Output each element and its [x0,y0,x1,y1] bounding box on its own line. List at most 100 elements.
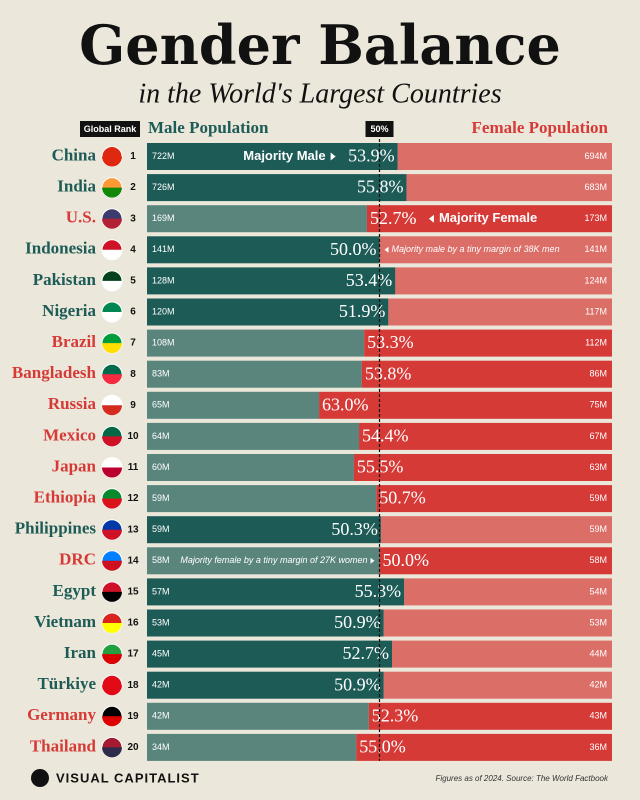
female-bar [388,298,612,326]
annotation-arrow [428,214,434,223]
male-pop-label: 120M [152,306,175,316]
flag-part [102,156,122,167]
country-label: China [52,145,97,164]
female-pop-label: 43M [589,711,607,721]
legend-female: Female Population [472,118,609,137]
male-pop-label: 53M [152,617,170,627]
country-label: Ethiopia [34,488,97,507]
flag-part [102,560,122,571]
share-label: 53.9% [348,146,395,166]
rank: 14 [127,555,139,566]
female-bar [368,702,612,730]
annotation: Majority female by a tiny margin of 27K … [180,555,367,565]
annotation-arrow [330,152,336,161]
rank: 20 [127,742,139,753]
flag-part [102,716,122,727]
male-pop-label: 64M [152,431,170,441]
rank: 11 [128,462,139,473]
male-bar [147,236,380,264]
source: Figures as of 2024. Source: The World Fa… [435,774,609,783]
flag-part [102,280,122,291]
rank: 15 [127,587,139,598]
share-label: 50.9% [334,612,381,632]
share-label: 50.9% [334,674,381,694]
female-bar [397,143,612,170]
rank: 16 [127,618,139,629]
share-label: 63.0% [322,394,369,414]
rank: 8 [130,369,136,380]
flag-part [102,467,122,478]
country-label: Germany [27,705,96,724]
male-bar [147,516,381,544]
share-label: 55.3% [355,581,402,601]
female-bar [366,205,612,233]
female-bar [359,422,612,450]
country-label: Iran [64,643,97,662]
rank: 18 [127,680,139,691]
country-label: India [57,177,96,196]
female-pop-label: 75M [589,400,607,410]
rank: 10 [127,431,139,442]
male-pop-label: 59M [152,524,170,534]
rank: 12 [127,493,139,504]
male-pop-label: 141M [152,244,175,254]
male-pop-label: 169M [152,213,175,223]
chart-title: Gender Balance [79,13,561,77]
male-pop-label: 722M [152,151,175,161]
legend-male: Male Population [148,118,269,137]
flag-part [102,343,122,354]
male-bar [147,454,354,481]
country-label: DRC [59,550,96,569]
country-label: Brazil [52,332,97,351]
female-pop-label: 59M [589,524,607,534]
female-pop-label: 112M [585,337,607,347]
flag-part [102,747,122,758]
country-label: Thailand [30,736,97,755]
male-bar [147,733,357,761]
female-bar [376,485,612,513]
male-bar [147,143,398,170]
rank: 19 [127,711,139,722]
female-pop-label: 117M [585,306,607,316]
male-bar [147,578,405,606]
male-pop-label: 58M [152,555,170,565]
female-pop-label: 124M [584,275,607,285]
share-label: 50.7% [379,488,426,508]
male-pop-label: 42M [152,711,170,721]
share-label: 53.4% [346,270,393,290]
share-label: 52.7% [343,643,390,663]
flag-part [102,529,122,540]
share-label: 51.9% [339,301,386,321]
brand-logo: VISUAL CAPITALIST [31,769,199,787]
country-label: Vietnam [34,612,96,631]
male-pop-label: 65M [152,400,170,410]
female-bar [356,733,612,761]
share-label: 53.3% [367,332,414,352]
x-tick-label: 50% [370,124,388,134]
female-bar [379,547,612,575]
flag-part [102,436,122,447]
female-pop-label: 53M [589,617,607,627]
country-label: U.S. [66,208,96,227]
male-bar [147,360,362,388]
country-label: Nigeria [42,301,96,320]
female-pop-label: 173M [584,213,607,223]
rank: 4 [130,244,136,255]
female-pop-label: 59M [589,493,607,503]
rank-header: Global Rank [84,124,138,134]
share-label: 50.3% [331,519,378,539]
country-label: Mexico [43,425,96,444]
male-pop-label: 108M [152,337,175,347]
flag-part [102,374,122,385]
country-label: Türkiye [37,674,96,693]
female-pop-label: 683M [584,182,607,192]
share-label: 52.3% [372,705,419,725]
male-bar [147,422,360,450]
share-label: 55.0% [359,737,406,757]
female-bar [395,267,612,295]
female-bar [383,671,612,699]
flag-part [102,623,122,633]
female-bar [392,640,612,668]
share-label: 54.4% [362,426,409,446]
male-pop-label: 57M [152,586,170,596]
